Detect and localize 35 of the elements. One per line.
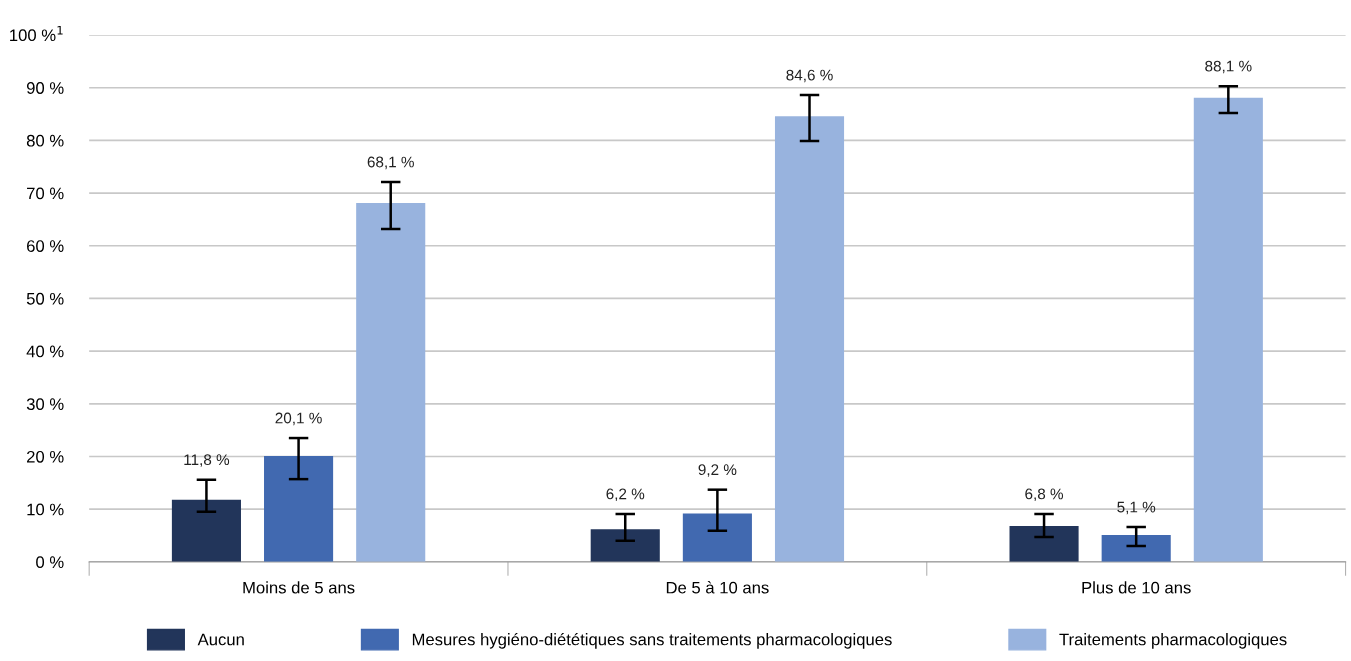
data-label: 6,8 % <box>1025 488 1064 502</box>
bar <box>1009 526 1079 562</box>
data-label: 11,8 % <box>184 454 230 467</box>
y-tick-label: 30 % <box>26 398 64 411</box>
y-tick-label: 50 % <box>26 292 64 305</box>
data-label: 68,1 % <box>367 156 414 170</box>
y-tick-label: 0 % <box>36 556 64 569</box>
bar <box>356 203 426 562</box>
data-label: 6,2 % <box>606 488 645 502</box>
y-tick-label: 60 % <box>27 240 64 252</box>
bar <box>1193 97 1263 562</box>
bar <box>171 499 241 562</box>
data-label: 5,1 % <box>1117 501 1156 515</box>
y-tick-label: 100 %$^{1}$ <box>10 26 63 42</box>
data-label: 88,1 % <box>1205 60 1252 74</box>
y-tick-label: 70 % <box>27 187 64 200</box>
bar <box>682 513 752 562</box>
bar <box>590 529 660 562</box>
x-tick-label: Moins de 5 ans <box>243 581 355 594</box>
bar <box>264 455 334 562</box>
x-tick-label: Plus de 10 ans <box>1082 581 1191 594</box>
bar <box>1101 534 1171 562</box>
x-tick-label: De 5 à 10 ans <box>666 581 769 594</box>
legend-label: Traitements pharmacologiques <box>1059 633 1287 649</box>
data-label: 9,2 % <box>698 464 737 477</box>
bar <box>774 116 845 562</box>
data-label: 20,1 % <box>275 412 322 426</box>
y-tick-label: 40 % <box>26 345 64 358</box>
legend-label: Aucun <box>197 633 244 646</box>
legend-label: Mesures hygiéno-diététiques sans traitements pharmacologiques <box>412 632 892 649</box>
data-label: 84,6 % <box>786 69 833 83</box>
y-tick-label: 10 % <box>27 503 64 516</box>
y-tick-label: 20 % <box>27 450 64 463</box>
y-tick-label: 90 % <box>26 82 64 94</box>
y-tick-label: 80 % <box>26 134 64 147</box>
